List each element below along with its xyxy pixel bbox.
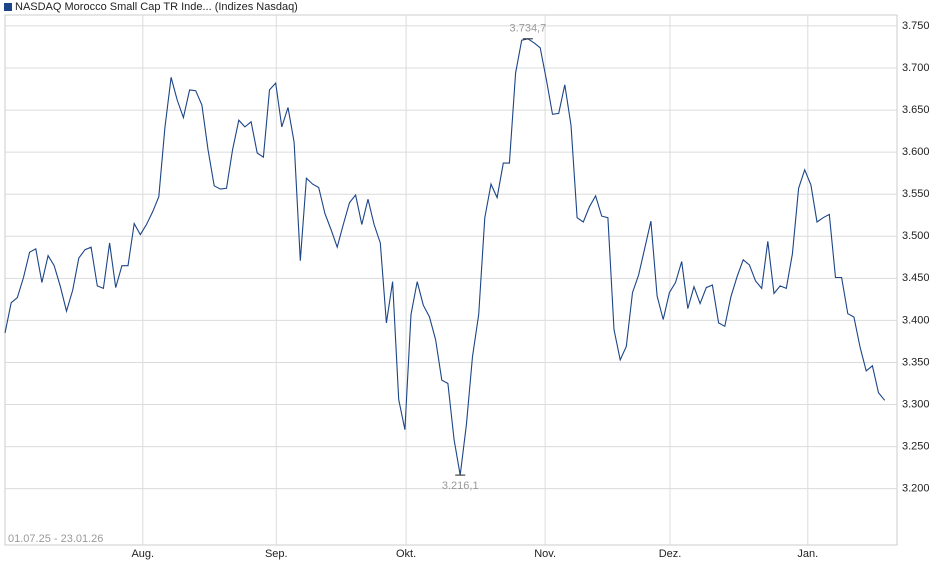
date-range: 01.07.25 - 23.01.26 [8, 533, 103, 545]
series-line [4, 38, 886, 476]
legend-label: NASDAQ Morocco Small Cap TR Inde... (Ind… [15, 1, 298, 13]
y-tick-label: 3.600 [902, 146, 930, 158]
y-tick-label: 3.650 [902, 104, 930, 116]
y-tick-label: 3.300 [902, 398, 930, 410]
y-tick-label: 3.700 [902, 62, 930, 74]
annotation-label: 3.734,7 [510, 23, 547, 35]
y-tick-label: 3.250 [902, 440, 930, 452]
x-tick-label: Aug. [131, 548, 154, 560]
annotation-label: 3.216,1 [442, 480, 479, 492]
x-tick-label: Jan. [797, 548, 818, 560]
legend-swatch [4, 3, 12, 11]
y-tick-label: 3.200 [902, 483, 930, 495]
y-tick-label: 3.750 [902, 20, 930, 32]
y-tick-label: 3.500 [902, 230, 930, 242]
y-tick-label: 3.550 [902, 188, 930, 200]
x-tick-label: Okt. [396, 548, 416, 560]
x-tick-label: Nov. [534, 548, 556, 560]
y-tick-label: 3.450 [902, 272, 930, 284]
x-tick-label: Dez. [659, 548, 682, 560]
plot-frame [4, 14, 898, 546]
x-tick-label: Sep. [265, 548, 288, 560]
y-tick-label: 3.350 [902, 356, 930, 368]
y-tick-label: 3.400 [902, 314, 930, 326]
